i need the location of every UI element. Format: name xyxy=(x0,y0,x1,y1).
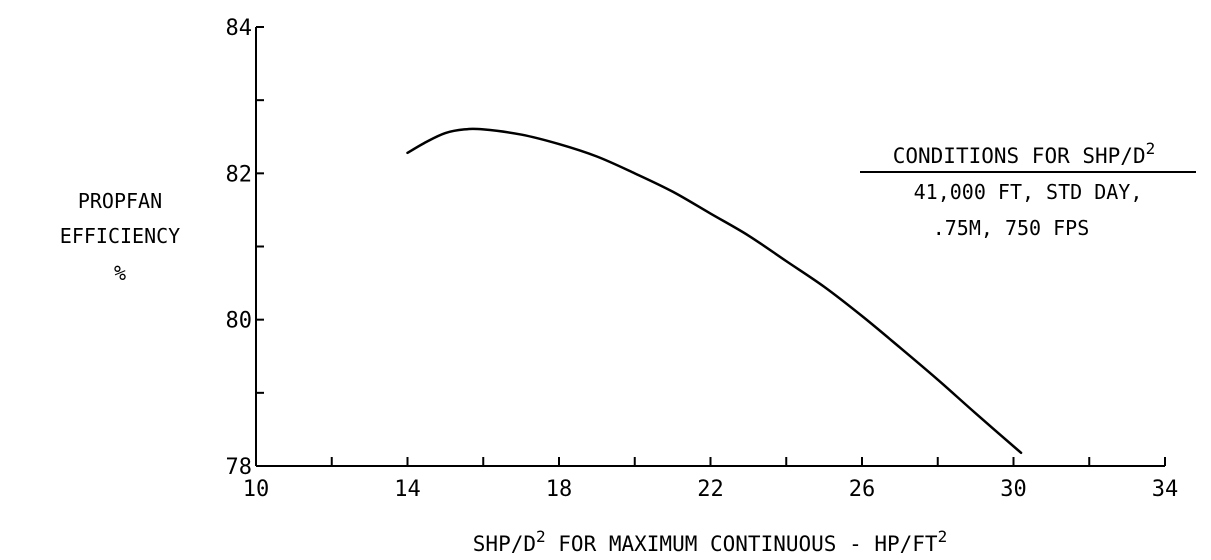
y-tick-label-80: 80 xyxy=(226,309,253,334)
x-ticks: 10 14 18 22 26 30 34 xyxy=(243,457,1179,502)
y-axis-label-line-1: PROPFAN xyxy=(78,189,162,213)
annotation-line-1: 41,000 FT, STD DAY, xyxy=(914,180,1143,204)
x-axis-label-sup-2: 2 xyxy=(938,527,948,546)
annotation-line-2: .75M, 750 FPS xyxy=(933,216,1090,240)
y-axis-label-line-2: EFFICIENCY xyxy=(60,224,180,248)
x-axis-label-part-2: FOR MAXIMUM CONTINUOUS - HP/FT xyxy=(546,532,938,556)
y-tick-label-78: 78 xyxy=(226,455,253,480)
x-tick-label-18: 18 xyxy=(546,477,573,502)
x-axis-label: SHP/D2 FOR MAXIMUM CONTINUOUS - HP/FT2 xyxy=(473,527,947,556)
series-group xyxy=(406,127,1023,455)
x-tick-label-26: 26 xyxy=(849,477,876,502)
x-tick-label-30: 30 xyxy=(1000,477,1027,502)
x-axis-label-sup-1: 2 xyxy=(536,527,546,546)
x-tick-label-22: 22 xyxy=(697,477,724,502)
series-line-0 xyxy=(406,127,1023,455)
y-ticks: 78 80 82 84 xyxy=(226,16,264,480)
axes xyxy=(255,27,1165,467)
x-tick-label-34: 34 xyxy=(1152,477,1179,502)
y-tick-label-82: 82 xyxy=(226,162,253,187)
annotation-heading: CONDITIONS FOR SHP/D2 xyxy=(893,139,1156,168)
x-axis-label-part-1: SHP/D xyxy=(473,532,536,556)
annotation-heading-sup: 2 xyxy=(1146,139,1156,158)
x-tick-label-10: 10 xyxy=(243,477,270,502)
y-axis-label-line-3: % xyxy=(114,261,126,285)
annotation-heading-text: CONDITIONS FOR SHP/D xyxy=(893,144,1146,168)
y-tick-label-84: 84 xyxy=(226,16,253,41)
x-tick-label-14: 14 xyxy=(394,477,421,502)
